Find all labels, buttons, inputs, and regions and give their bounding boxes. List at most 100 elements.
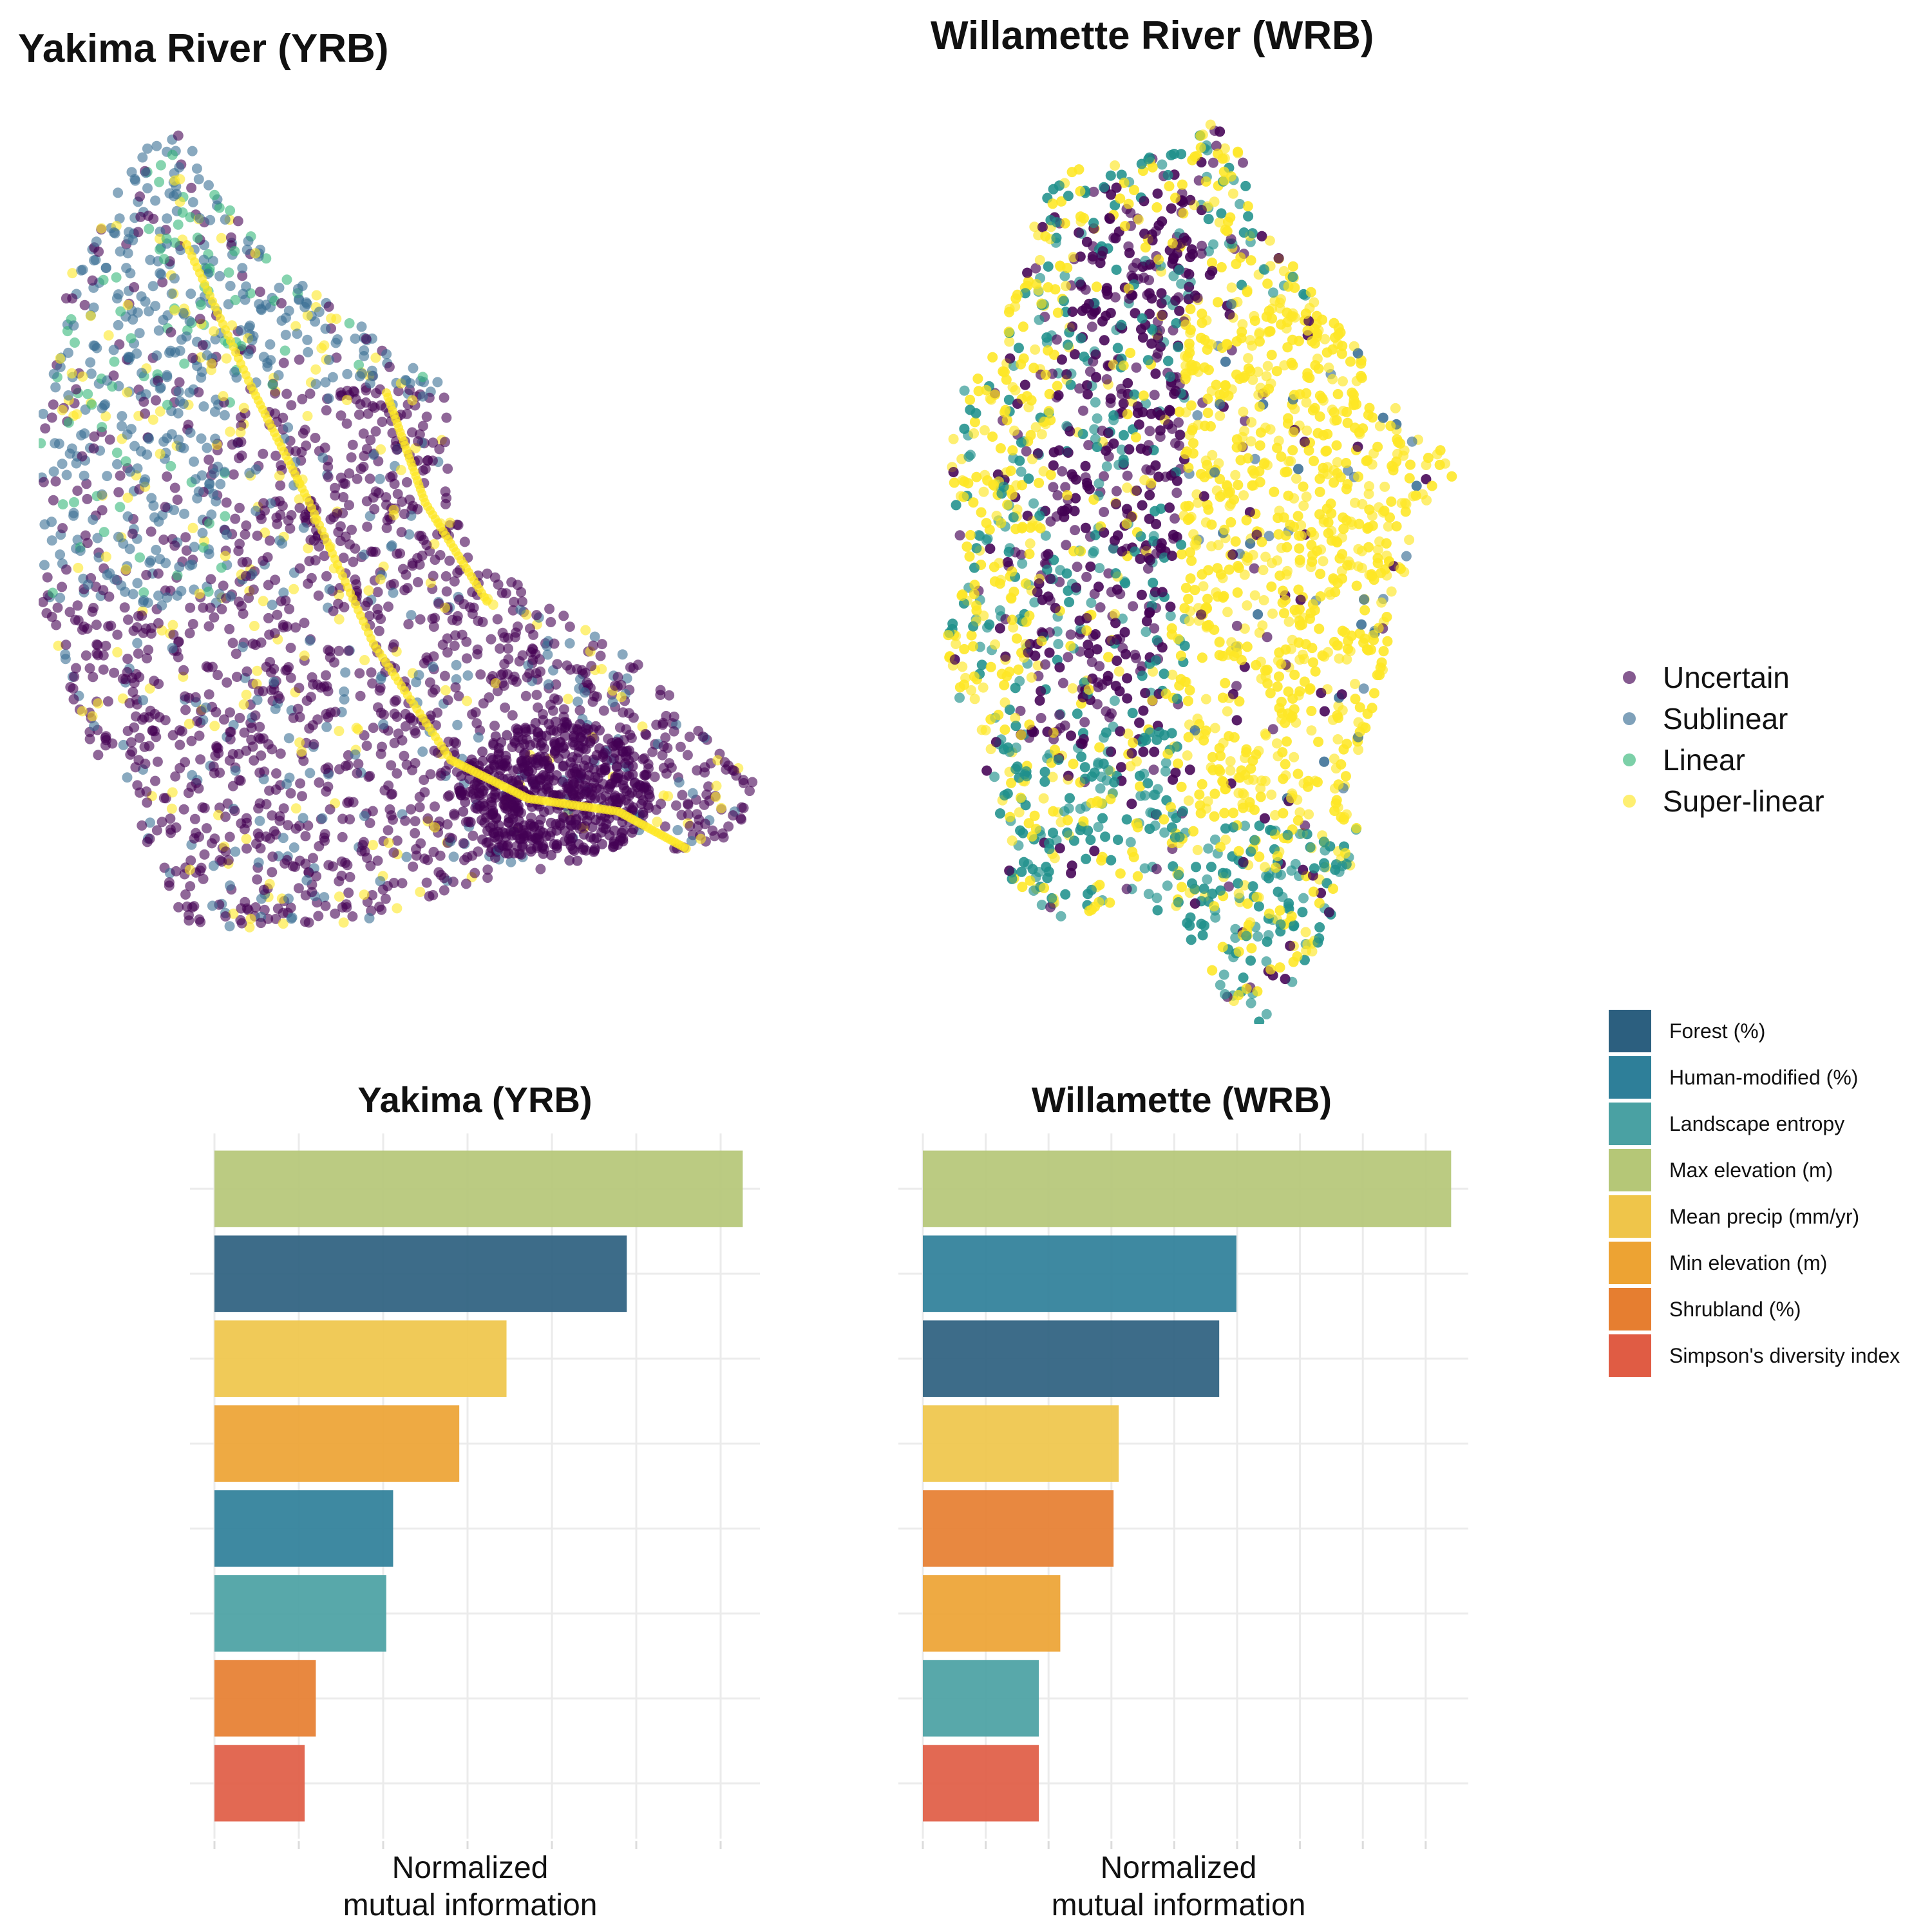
map-point [551,679,562,690]
map-point [367,890,378,900]
map-point [151,350,162,361]
map-point [157,277,168,288]
map-point [244,922,255,933]
map-point [270,388,280,399]
map-point [122,772,133,783]
map-point [362,521,373,532]
map-point [91,236,102,247]
map-point [391,695,402,706]
map-point [204,518,214,529]
map-point [285,672,296,683]
map-point [173,902,184,913]
map-point [227,638,238,649]
map-point [419,658,430,668]
map-point [111,448,122,458]
map-point [305,535,316,545]
map-point [272,609,283,620]
map-point [647,746,658,757]
map-point [361,741,372,751]
map-point [453,691,464,701]
map-point [336,870,347,881]
map-point [369,504,380,515]
map-point [39,477,49,488]
map-point [414,802,425,813]
map-point [276,315,287,326]
map-point [278,803,289,814]
map-point [598,705,609,716]
map-point [152,756,163,767]
map-point [206,838,217,849]
map-point [112,647,123,658]
map-point [427,613,438,624]
map-point [155,244,166,255]
map-point [440,571,451,582]
map-point [55,353,66,364]
map-point [563,694,574,705]
map-point [113,187,124,198]
map-point [82,493,93,504]
map-point [435,850,446,861]
map-point [283,733,294,744]
map-point [41,608,52,619]
map-point [81,478,92,489]
map-point [172,570,183,581]
map-point [444,555,455,566]
map-point [129,722,140,733]
map-point [285,788,296,799]
map-point [225,281,236,291]
map-point [70,337,80,348]
map-point [462,696,473,706]
map-point [310,379,321,390]
map-point [72,600,83,611]
map-point [96,223,107,234]
map-point [100,411,111,422]
map-point [120,564,131,575]
map-point [503,643,513,654]
map-point [500,702,511,713]
map-point [88,302,99,313]
map-point [441,493,452,504]
map-point [108,345,119,355]
map-point [459,536,470,547]
map-point [57,582,68,592]
map-point [238,402,249,413]
map-point [263,612,274,623]
map-point [573,696,583,707]
map-point [216,562,227,573]
map-point [294,354,305,365]
map-point [92,533,103,544]
map-point [660,732,671,743]
map-point [135,211,146,222]
map-point [330,908,341,919]
map-point [472,644,483,655]
map-point [458,838,469,849]
map-point [115,502,126,513]
map-point [473,846,484,857]
map-point [392,489,403,499]
map-point [348,556,359,567]
map-point [234,502,245,513]
map-point [711,781,722,791]
map-point [417,421,428,431]
map-point [254,686,264,697]
map-point [181,545,192,556]
map-point [640,728,651,739]
map-point [686,836,697,846]
map-point [677,790,688,800]
map-point [334,614,345,625]
map-point [134,732,145,743]
map-point [55,361,66,372]
map-point [428,621,439,632]
map-point [151,825,162,836]
map-point [547,705,558,716]
map-point [435,550,446,560]
map-point [320,377,331,388]
map-point [486,634,497,645]
map-point [175,739,185,750]
map-point [185,602,196,613]
map-point [330,482,340,493]
map-point [410,828,421,838]
map-point [305,692,316,703]
map-point [235,914,246,925]
map-point [462,670,473,681]
